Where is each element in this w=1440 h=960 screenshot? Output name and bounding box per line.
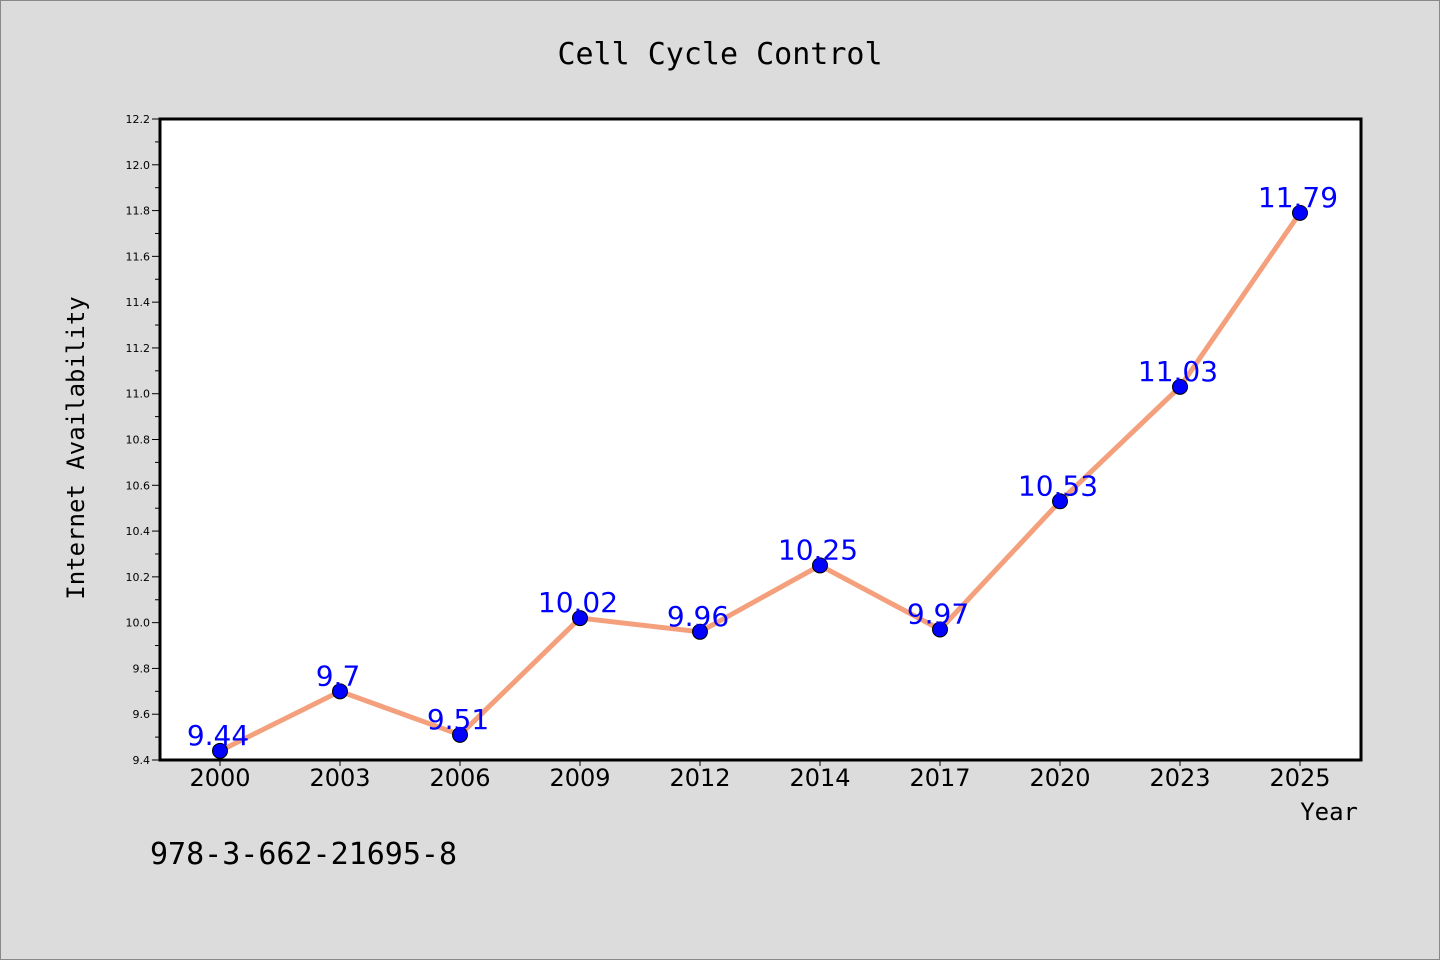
y-tick-label: 10.8 xyxy=(126,434,151,447)
y-tick-label: 11.8 xyxy=(126,205,151,218)
y-tick-label: 9.8 xyxy=(133,662,151,675)
data-label: 11.79 xyxy=(1258,181,1338,214)
y-tick-label: 10.6 xyxy=(126,479,151,492)
data-label: 10.25 xyxy=(778,533,858,566)
x-axis-ticks: 2000 2003 2006 2009 2012 2014 2017 2020 2023 2025 xyxy=(189,760,1331,792)
data-point-marker xyxy=(452,726,468,743)
plot-area xyxy=(158,117,1363,762)
data-point-marker xyxy=(932,621,948,638)
x-tick-label: 2014 xyxy=(789,764,850,792)
chart-title: Cell Cycle Control xyxy=(557,37,882,72)
x-tick-label: 2012 xyxy=(669,764,730,792)
data-point-marker xyxy=(1172,378,1188,395)
x-tick-label: 2000 xyxy=(189,764,250,792)
data-point-marker xyxy=(572,610,588,627)
data-label: 9.7 xyxy=(316,659,361,692)
data-point-marker xyxy=(212,742,228,759)
y-tick-label: 12.0 xyxy=(126,159,151,172)
data-label: 9.96 xyxy=(667,600,729,633)
data-label: 10.02 xyxy=(538,586,618,619)
x-tick-label: 2023 xyxy=(1149,764,1210,792)
y-tick-label: 10.2 xyxy=(126,571,151,584)
y-tick-label: 10.0 xyxy=(126,617,151,630)
series-line xyxy=(217,210,1303,754)
series-layer xyxy=(212,204,1308,759)
data-label: 10.53 xyxy=(1018,469,1098,502)
x-axis-label: Year xyxy=(1300,798,1358,826)
data-label: 9.97 xyxy=(907,598,969,631)
data-label: 9.44 xyxy=(187,719,249,752)
x-tick-label: 2020 xyxy=(1029,764,1090,792)
y-tick-label: 9.4 xyxy=(133,754,151,767)
data-labels-layer: 9.44 9.7 9.51 10.02 9.96 10.25 9.97 10.53 11.03 1… xyxy=(187,181,1338,752)
data-point-marker xyxy=(1292,204,1308,221)
x-tick-label: 2009 xyxy=(549,764,610,792)
data-point-marker xyxy=(332,683,348,700)
x-tick-label: 2017 xyxy=(909,764,970,792)
y-tick-label: 11.6 xyxy=(126,250,151,263)
y-axis-ticks: 9.4 9.6 9.8 10.0 10.2 10.4 10.6 10.8 11.0 11.2 11.… xyxy=(126,113,160,767)
footer-isbn-text: 978-3-662-21695-8 xyxy=(150,837,457,872)
x-tick-label: 2006 xyxy=(429,764,490,792)
x-tick-label: 2025 xyxy=(1269,764,1330,792)
data-point-marker xyxy=(1052,493,1068,510)
y-tick-label: 11.4 xyxy=(126,296,151,309)
y-tick-label: 11.2 xyxy=(126,342,151,355)
y-axis-label: Internet Availability xyxy=(62,296,90,599)
y-tick-label: 9.6 xyxy=(133,708,151,721)
y-tick-label: 10.4 xyxy=(126,525,151,538)
data-label: 9.51 xyxy=(427,703,489,736)
y-tick-label: 12.2 xyxy=(126,113,151,126)
y-tick-label: 11.0 xyxy=(126,388,151,401)
data-label: 11.03 xyxy=(1138,355,1218,388)
data-point-marker xyxy=(812,557,828,574)
x-tick-label: 2003 xyxy=(309,764,370,792)
data-point-marker xyxy=(692,623,708,640)
